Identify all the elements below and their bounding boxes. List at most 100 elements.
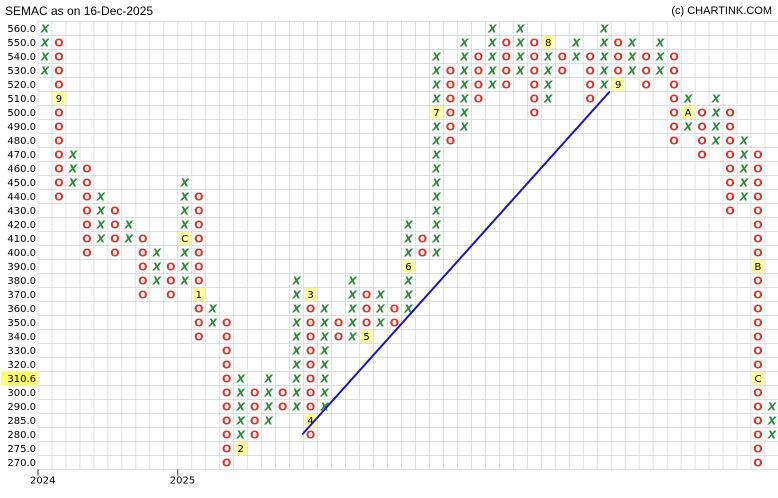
y-axis-left: 560.0 550.0 540.0 530.0 520.0 510.0 500.0 490.0… <box>1 24 37 469</box>
x-mark: X <box>431 51 441 64</box>
y-tick-label: 275.0 <box>7 444 36 455</box>
o-mark: O <box>138 275 147 288</box>
o-mark: O <box>558 51 567 64</box>
x-mark: X <box>683 93 693 106</box>
x-mark: X <box>180 247 190 260</box>
y-tick-label: 330.0 <box>7 346 36 357</box>
x-mark: X <box>515 65 525 78</box>
x-mark: X <box>347 317 357 330</box>
o-mark: O <box>753 233 762 246</box>
x-mark: X <box>739 177 749 190</box>
o-mark: O <box>222 443 231 456</box>
o-mark: O <box>530 79 539 92</box>
x-mark: X <box>40 37 50 50</box>
o-mark: O <box>669 107 678 120</box>
x-mark: X <box>431 79 441 92</box>
o-mark: O <box>725 135 734 148</box>
o-mark: O <box>54 135 63 148</box>
x-mark: X <box>767 401 777 414</box>
x-mark: X <box>235 373 245 386</box>
x-mark: X <box>431 65 441 78</box>
o-mark: O <box>194 219 203 232</box>
y-tick-label: 480.0 <box>7 136 36 147</box>
x-mark: X <box>235 401 245 414</box>
o-mark: O <box>502 37 511 50</box>
o-mark: O <box>558 65 567 78</box>
month-marker: C <box>754 374 761 385</box>
x-mark: X <box>180 261 190 274</box>
x-mark: X <box>627 51 637 64</box>
month-marker-bg <box>612 78 625 91</box>
o-mark: O <box>250 415 259 428</box>
x-mark: X <box>711 135 721 148</box>
x-mark: X <box>319 303 329 316</box>
o-mark: O <box>110 247 119 260</box>
o-mark: O <box>110 219 119 232</box>
x-mark: X <box>291 359 301 372</box>
x-mark: X <box>403 247 413 260</box>
month-marker-bg <box>751 260 764 273</box>
x-mark: X <box>571 51 581 64</box>
x-mark: X <box>487 79 497 92</box>
o-mark: O <box>753 429 762 442</box>
x-mark: X <box>124 233 134 246</box>
o-mark: O <box>138 233 147 246</box>
month-marker-bg <box>178 232 191 245</box>
o-mark: O <box>306 401 315 414</box>
o-mark: O <box>641 79 650 92</box>
x-mark: X <box>235 387 245 400</box>
o-mark: O <box>669 135 678 148</box>
o-mark: O <box>753 443 762 456</box>
trendline <box>301 90 611 436</box>
x-mark: X <box>655 37 665 50</box>
o-mark: O <box>138 261 147 274</box>
x-mark: X <box>431 121 441 134</box>
x-mark: X <box>263 401 273 414</box>
x-mark: X <box>40 51 50 64</box>
x-mark: X <box>291 373 301 386</box>
x-mark: X <box>487 37 497 50</box>
month-marker: B <box>755 262 762 273</box>
x-mark: X <box>515 23 525 36</box>
o-mark: O <box>418 233 427 246</box>
x-mark: X <box>543 65 553 78</box>
o-mark: O <box>110 233 119 246</box>
x-mark: X <box>319 359 329 372</box>
month-marker-bg <box>682 106 695 119</box>
o-mark: O <box>669 93 678 106</box>
o-mark: O <box>697 135 706 148</box>
x-mark: X <box>375 289 385 302</box>
o-mark: O <box>222 387 231 400</box>
x-mark: X <box>599 23 609 36</box>
x-mark: X <box>180 177 190 190</box>
x-mark: X <box>291 331 301 344</box>
o-mark: O <box>446 107 455 120</box>
o-mark: O <box>446 135 455 148</box>
o-mark: O <box>250 387 259 400</box>
x-mark: X <box>431 177 441 190</box>
o-mark: O <box>362 303 371 316</box>
o-mark: O <box>306 373 315 386</box>
x-mark: X <box>403 303 413 316</box>
x-mark: X <box>543 51 553 64</box>
o-mark: O <box>306 345 315 358</box>
month-marker: 5 <box>363 332 369 343</box>
x-tick-label: 2024 <box>30 476 55 487</box>
x-mark: X <box>431 233 441 246</box>
o-mark: O <box>54 79 63 92</box>
o-mark: O <box>306 317 315 330</box>
x-mark: X <box>235 415 245 428</box>
y-tick-label: 300.0 <box>7 388 36 399</box>
o-mark: O <box>54 37 63 50</box>
o-mark: O <box>725 191 734 204</box>
month-marker: 7 <box>433 108 439 119</box>
x-mark: X <box>459 93 469 106</box>
y-tick-label: 340.0 <box>7 332 36 343</box>
y-tick-label: 450.0 <box>7 178 36 189</box>
x-mark: X <box>459 51 469 64</box>
o-mark: O <box>446 79 455 92</box>
o-mark: O <box>530 65 539 78</box>
o-mark: O <box>194 331 203 344</box>
x-mark: X <box>431 149 441 162</box>
x-mark: X <box>319 387 329 400</box>
